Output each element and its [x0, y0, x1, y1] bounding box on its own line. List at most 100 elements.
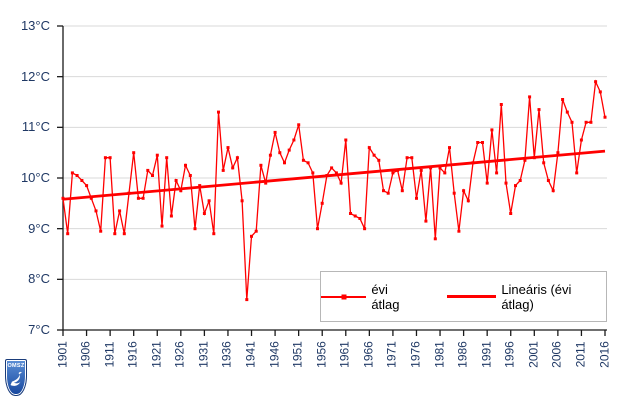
data-point-marker	[448, 146, 451, 150]
data-point-marker	[311, 171, 315, 175]
data-point-marker	[429, 166, 433, 170]
data-point-marker	[108, 156, 112, 160]
data-point-marker	[155, 153, 159, 157]
omsz-logo: OMSZ	[5, 359, 27, 396]
data-point-marker	[320, 201, 324, 205]
data-point-marker	[207, 199, 211, 203]
data-point-marker	[523, 158, 527, 162]
x-axis-label: 1991	[479, 341, 494, 368]
data-point-marker	[579, 138, 583, 142]
x-axis-label: 2006	[549, 341, 564, 368]
data-point-marker	[217, 110, 220, 114]
data-point-marker	[70, 171, 74, 175]
data-point-marker	[546, 179, 550, 182]
data-point-marker	[551, 189, 555, 193]
legend-label-linear-trend: Lineáris (évi átlag)	[501, 281, 572, 312]
data-point-marker	[103, 156, 107, 160]
data-point-marker	[235, 156, 239, 160]
data-point-marker	[80, 179, 84, 182]
data-point-marker	[372, 153, 376, 157]
data-point-marker	[476, 141, 480, 144]
x-axis-label: 1996	[502, 341, 517, 368]
x-axis-label: 2011	[573, 341, 588, 368]
data-point-marker	[570, 120, 574, 124]
y-axis-label: 11°C	[21, 119, 50, 135]
data-point-marker	[61, 196, 65, 200]
data-point-marker	[250, 234, 253, 238]
legend-entry-linear-trend: Lineáris (évi átlag)	[447, 282, 606, 312]
data-point-marker	[146, 168, 150, 172]
data-point-marker	[495, 171, 499, 175]
x-axis-label: 1986	[455, 341, 470, 368]
x-axis-label: 1976	[408, 341, 423, 368]
data-point-marker	[509, 212, 513, 215]
data-point-marker	[132, 151, 136, 155]
data-point-marker	[528, 95, 532, 99]
data-point-marker	[330, 166, 334, 170]
data-point-marker	[433, 237, 437, 241]
series-line-marker-sample-icon	[321, 295, 367, 298]
y-axis-label: 7°C	[28, 322, 50, 337]
data-point-marker	[292, 138, 296, 142]
data-point-marker	[254, 229, 258, 233]
x-axis-label: 2001	[526, 341, 541, 368]
data-point-marker	[382, 189, 385, 193]
data-point-marker	[561, 98, 565, 101]
data-point-marker	[122, 232, 126, 236]
data-point-marker	[174, 179, 178, 182]
data-point-marker	[212, 232, 216, 236]
data-point-marker	[113, 232, 117, 236]
data-point-marker	[99, 229, 103, 233]
data-point-marker	[325, 174, 329, 177]
data-point-marker	[231, 166, 235, 170]
data-point-marker	[202, 212, 206, 215]
x-axis-label: 1941	[243, 341, 258, 368]
x-axis-label: 1906	[78, 341, 93, 368]
data-point-marker	[391, 171, 395, 175]
data-point-marker	[85, 184, 89, 188]
data-point-marker	[584, 120, 588, 124]
swan-icon	[10, 371, 22, 386]
x-axis-label: 1926	[172, 341, 187, 368]
data-point-marker	[471, 161, 475, 165]
data-point-marker	[179, 189, 183, 193]
x-axis-label: 1936	[219, 341, 234, 368]
data-point-marker	[504, 181, 508, 185]
x-axis-label: 2016	[597, 341, 611, 368]
data-point-marker	[245, 298, 249, 302]
data-point-marker	[301, 158, 305, 162]
x-axis-label: 1911	[102, 341, 117, 368]
data-point-marker	[485, 181, 489, 185]
x-axis-label: 1946	[267, 341, 282, 368]
data-point-marker	[410, 156, 414, 160]
data-point-marker	[141, 196, 145, 200]
data-point-marker	[499, 103, 503, 106]
data-point-marker	[400, 189, 404, 193]
y-axis-label: 8°C	[28, 271, 50, 287]
data-point-marker	[514, 184, 517, 188]
data-point-marker	[160, 224, 164, 228]
data-point-marker	[169, 214, 173, 218]
data-point-marker	[240, 199, 244, 203]
data-point-marker	[273, 130, 277, 134]
data-point-marker	[226, 146, 230, 150]
data-point-marker	[136, 196, 140, 200]
data-point-marker	[268, 153, 272, 157]
y-axis-label: 13°C	[20, 18, 50, 33]
data-point-marker	[443, 171, 447, 175]
x-axis-label: 1931	[196, 341, 211, 368]
data-point-marker	[603, 115, 607, 119]
data-point-marker	[377, 158, 381, 162]
data-point-marker	[481, 141, 484, 144]
data-point-marker	[462, 189, 466, 193]
data-point-marker	[466, 199, 470, 203]
data-point-marker	[344, 138, 348, 142]
data-point-marker	[349, 212, 352, 215]
x-axis-label: 1981	[432, 341, 447, 368]
data-point-marker	[386, 191, 390, 195]
data-point-marker	[278, 151, 282, 155]
data-point-marker	[287, 148, 291, 152]
data-point-marker	[316, 227, 319, 231]
data-point-marker	[94, 209, 98, 213]
